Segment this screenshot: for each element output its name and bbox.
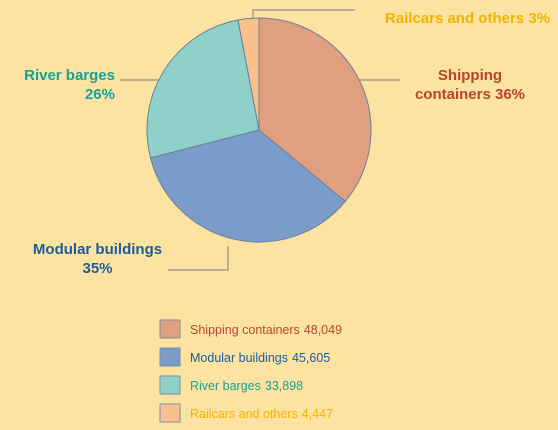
label-name: Modular buildings xyxy=(32,241,163,258)
legend-count: 45,605 xyxy=(292,351,330,365)
pie-label: Railcars and others 3% xyxy=(330,9,550,28)
legend-swatch xyxy=(159,375,181,395)
legend-count: 4,447 xyxy=(302,407,333,421)
label-value: 36% xyxy=(495,86,526,103)
legend-name: River barges xyxy=(190,379,261,393)
pie-label: Modular buildings 35% xyxy=(30,240,165,278)
label-name: Railcars and others xyxy=(384,10,525,27)
legend-label: Railcars and others 4,447 xyxy=(190,407,333,421)
pie-label: Shipping containers 36% xyxy=(400,66,540,104)
legend-label: Shipping containers 48,049 xyxy=(190,323,342,337)
leader-line xyxy=(168,246,229,271)
legend-swatch xyxy=(159,347,181,367)
pie-slice xyxy=(258,17,372,203)
pie-label: River barges 26% xyxy=(10,66,115,104)
legend-name: Modular buildings xyxy=(190,351,288,365)
pie-slice xyxy=(237,17,260,131)
label-name: Shipping containers xyxy=(414,67,503,103)
pie-slice xyxy=(149,129,347,243)
legend-count: 33,898 xyxy=(265,379,303,393)
legend-label: River barges 33,898 xyxy=(190,379,303,393)
legend-swatch xyxy=(159,403,181,423)
legend-name: Shipping containers xyxy=(190,323,300,337)
label-value: 3% xyxy=(528,10,550,27)
legend-swatch xyxy=(159,319,181,339)
legend-name: Railcars and others xyxy=(190,407,298,421)
label-name: River barges xyxy=(24,67,115,84)
pie-slice xyxy=(146,19,260,159)
legend-count: 48,049 xyxy=(304,323,342,337)
label-value: 35% xyxy=(82,260,113,277)
label-value: 26% xyxy=(84,86,115,103)
legend-label: Modular buildings 45,605 xyxy=(190,351,330,365)
